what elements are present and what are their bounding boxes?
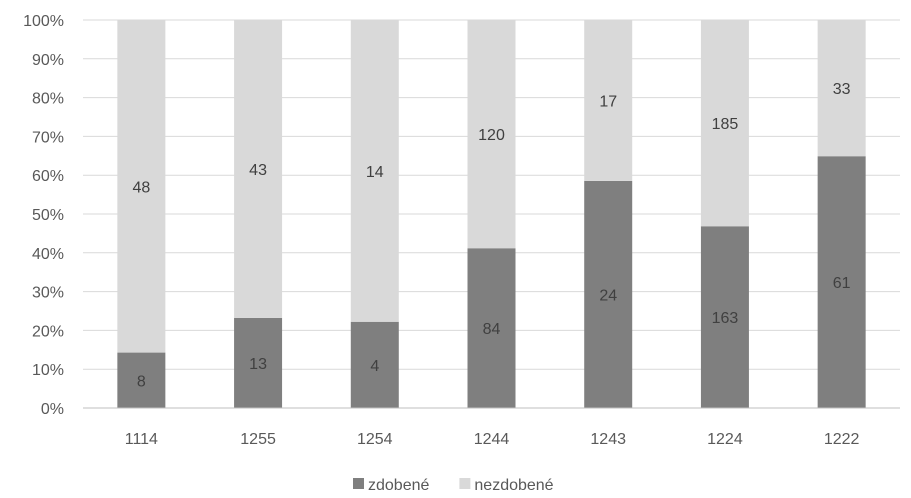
y-tick-label: 90% — [32, 52, 64, 69]
bar-segment-nezdobene — [117, 20, 166, 353]
x-tick-label: 1222 — [824, 431, 860, 448]
y-tick-label: 70% — [32, 129, 64, 146]
y-tick-label: 20% — [32, 323, 64, 340]
y-tick-label: 100% — [23, 13, 64, 30]
y-tick-label: 0% — [41, 401, 64, 418]
x-axis-tick-labels: 1114 1255 1254 1244 1243 1224 1222 — [125, 431, 860, 448]
bar-segment-nezdobene — [467, 20, 516, 249]
bar-segment-zdobene — [350, 321, 399, 408]
bar-segment-zdobene — [584, 180, 633, 408]
data-label: 43 — [249, 162, 267, 179]
data-label: 13 — [249, 356, 267, 373]
y-tick-label: 60% — [32, 168, 64, 185]
x-tick-label: 1254 — [357, 431, 393, 448]
y-axis-tick-labels: 0% 10% 20% 30% 40% 50% 60% 70% 80% 90% 100% — [23, 13, 64, 418]
legend-label: zdobené — [368, 477, 429, 494]
data-label: 120 — [478, 127, 505, 144]
x-tick-label: 1255 — [240, 431, 276, 448]
data-label: 8 — [137, 373, 146, 390]
x-tick-label: 1224 — [707, 431, 743, 448]
data-label: 48 — [132, 179, 150, 196]
x-tick-label: 1244 — [474, 431, 510, 448]
data-label: 61 — [833, 275, 851, 292]
bar-segment-zdobene — [467, 248, 516, 408]
data-label: 14 — [366, 164, 384, 181]
y-tick-label: 80% — [32, 91, 64, 108]
bar-segment-zdobene — [700, 226, 749, 408]
y-tick-label: 30% — [32, 285, 64, 302]
legend-swatch — [459, 478, 471, 489]
data-label: 4 — [370, 358, 379, 375]
data-label: 17 — [599, 93, 617, 110]
legend-label: nezdobené — [474, 477, 553, 494]
data-label: 84 — [483, 321, 501, 338]
x-tick-label: 1243 — [590, 431, 626, 448]
bar-segment-zdobene — [117, 352, 166, 408]
bar-segment-nezdobene — [817, 20, 866, 157]
data-label: 33 — [833, 81, 851, 98]
bar-segment-nezdobene — [234, 20, 283, 318]
bar-segment-nezdobene — [584, 20, 633, 181]
data-label: 163 — [712, 310, 739, 327]
bar-segment-zdobene — [817, 156, 866, 408]
y-tick-label: 50% — [32, 207, 64, 224]
data-label: 185 — [712, 116, 739, 133]
y-tick-label: 10% — [32, 362, 64, 379]
bars — [117, 20, 866, 408]
data-labels: 8 48 13 43 4 14 84 120 24 17 163 185 61 33 — [132, 81, 850, 390]
y-tick-label: 40% — [32, 246, 64, 263]
bar-segment-nezdobene — [350, 20, 399, 322]
x-tick-label: 1114 — [125, 431, 158, 448]
bar-segment-zdobene — [234, 317, 283, 408]
legend: zdobené nezdobené — [353, 477, 554, 494]
bar-segment-nezdobene — [700, 20, 749, 227]
legend-swatch — [353, 478, 364, 489]
data-label: 24 — [599, 287, 617, 304]
